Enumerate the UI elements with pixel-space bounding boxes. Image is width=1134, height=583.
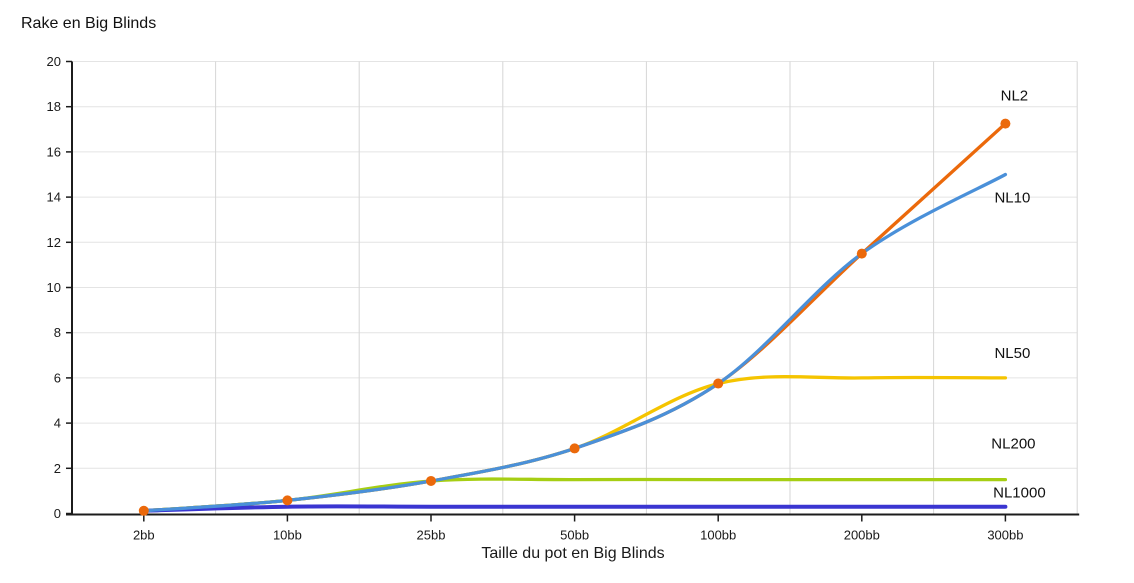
x-tick-label: 300bb xyxy=(987,528,1023,543)
data-point-marker-NL2 xyxy=(713,378,724,389)
series-label-NL2: NL2 xyxy=(1001,88,1029,105)
y-tick-label: 2 xyxy=(54,461,61,476)
y-tick-label: 18 xyxy=(47,99,61,114)
x-tick-label: 25bb xyxy=(417,528,446,543)
x-tick-label: 100bb xyxy=(700,528,736,543)
y-tick-label: 0 xyxy=(54,506,61,521)
y-tick-label: 14 xyxy=(47,190,61,205)
x-tick-label: 200bb xyxy=(844,528,880,543)
y-tick-label: 12 xyxy=(47,235,61,250)
x-tick-label: 2bb xyxy=(133,528,155,543)
y-tick-label: 4 xyxy=(54,416,61,431)
series-label-NL10: NL10 xyxy=(994,190,1030,207)
chart-title: Rake en Big Blinds xyxy=(21,15,157,32)
data-point-marker-NL2 xyxy=(138,505,149,516)
series-label-NL1000: NL1000 xyxy=(993,485,1046,502)
data-point-marker-NL2 xyxy=(569,443,580,454)
y-tick-label: 20 xyxy=(47,54,61,69)
y-tick-label: 16 xyxy=(47,144,61,159)
data-point-marker-NL2 xyxy=(426,475,436,486)
data-point-marker-NL2 xyxy=(1000,118,1011,129)
series-line-NL10 xyxy=(142,172,1008,513)
x-axis-title: Taille du pot en Big Blinds xyxy=(481,545,665,562)
series-label-NL200: NL200 xyxy=(991,436,1035,453)
y-tick-label: 8 xyxy=(54,325,61,340)
data-point-marker-NL2 xyxy=(856,248,867,259)
y-tick-label: 10 xyxy=(47,280,61,295)
data-point-marker-NL2 xyxy=(282,495,293,506)
series-line-NL1000 xyxy=(141,504,1008,513)
x-tick-label: 50bb xyxy=(560,528,589,543)
x-tick-label: 10bb xyxy=(273,528,302,543)
series-label-NL50: NL50 xyxy=(994,345,1030,362)
y-tick-label: 6 xyxy=(54,370,61,385)
